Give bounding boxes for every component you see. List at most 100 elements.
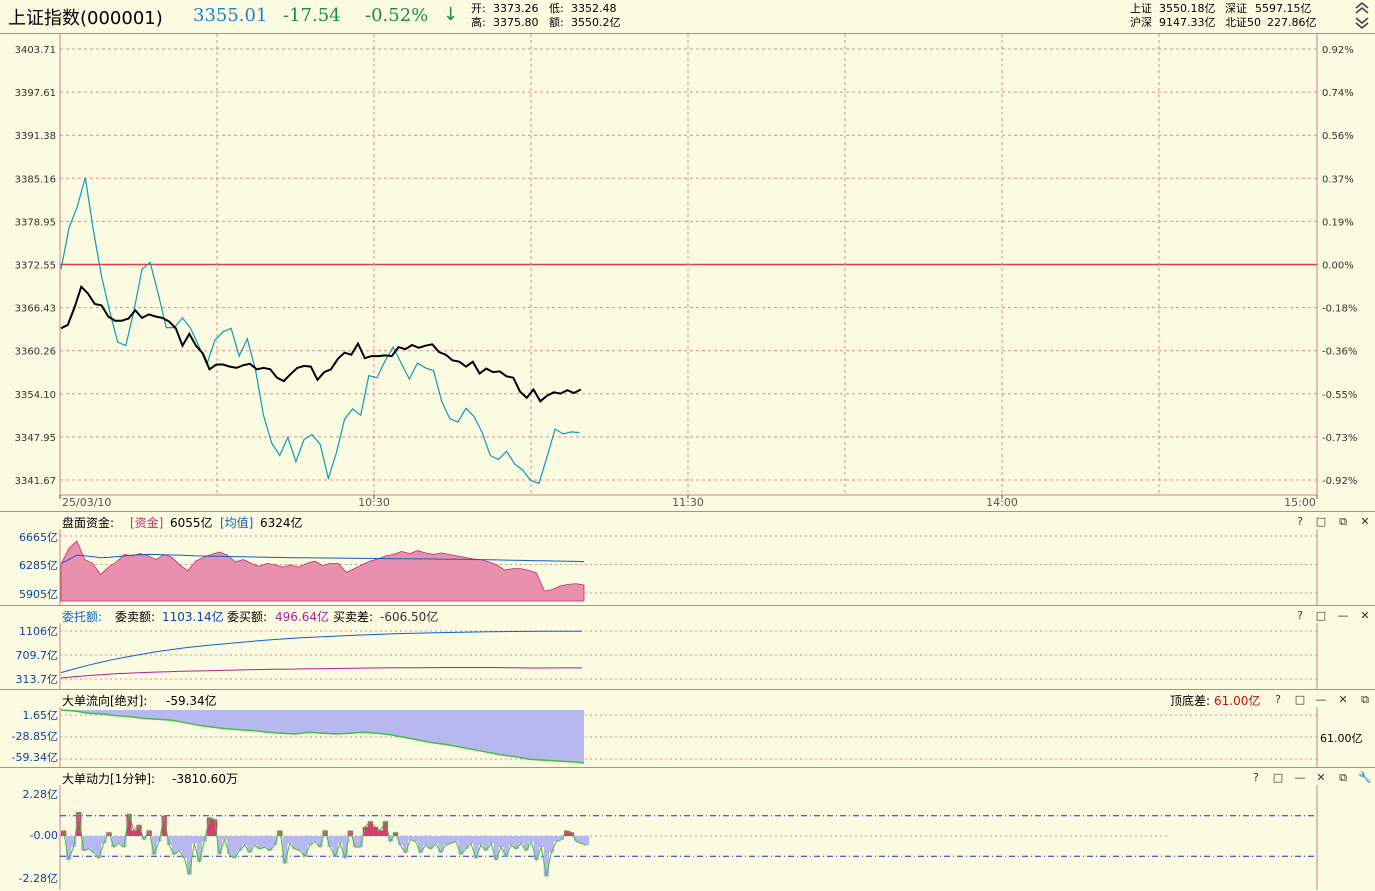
panel-bigflow-title: 大单流向[绝对]: [62, 694, 148, 708]
order-amount-chart[interactable]: 1106亿 709.7亿 313.7亿 [0, 623, 1375, 689]
right-axis-label: 61.00亿 [1320, 732, 1363, 745]
bigpower-bar-negative [418, 836, 424, 853]
bigpower-bar-negative [232, 836, 238, 859]
settings-wrench-icon[interactable]: 🔧 [1358, 771, 1372, 784]
bigpower-bar-negative [488, 836, 494, 844]
minimize-icon[interactable]: — [1315, 693, 1327, 706]
bigpower-bar-positive [131, 830, 137, 836]
average-price-line [60, 284, 582, 403]
price-change-pct: -0.52% [365, 5, 429, 26]
maximize-icon[interactable]: □ [1294, 693, 1306, 706]
bigpower-bar-negative [478, 836, 484, 846]
bigpower-bar-positive [568, 832, 575, 836]
bigpower-bar-negative [579, 836, 585, 844]
hs-value: 9147.33亿 [1159, 16, 1216, 29]
open-value: 3373.26 [493, 2, 539, 15]
bigpower-bar-negative [141, 836, 147, 840]
bigpower-bar-negative [458, 836, 464, 855]
bigpower-bar-negative [327, 836, 333, 848]
help-icon[interactable]: ? [1253, 771, 1259, 784]
bigpower-bar-negative [468, 836, 474, 844]
bigpower-tick-label: 2.28亿 [23, 788, 59, 801]
bigpower-bar-negative [397, 836, 404, 846]
panel-bigpower-title: 大单动力[1分钟]: [62, 772, 156, 786]
bigpower-bar-negative [548, 836, 555, 853]
maximize-icon[interactable]: □ [1315, 609, 1327, 622]
order-tick-label: 1106亿 [19, 625, 58, 638]
time-label: 14:00 [986, 496, 1018, 509]
panel-capital: 盘面资金: [资金] 6055亿 [均值] 6324亿 ? □ ⧉ ✕ [0, 511, 1375, 606]
bigpower-bar-negative [538, 836, 544, 848]
time-label: 11:30 [672, 496, 704, 509]
order-tick-label: 709.7亿 [16, 649, 59, 662]
bigpower-bar-negative [558, 836, 565, 840]
bigpower-bar-negative [483, 836, 489, 851]
bigpower-bar-negative [221, 836, 228, 840]
pct-tick-label: 0.00% [1322, 261, 1354, 272]
restore-icon[interactable]: ⧉ [1339, 771, 1347, 784]
panel-orders: 委托额: 委卖额: 1103.14亿 委买额: 496.64亿 买卖差: -60… [0, 605, 1375, 690]
bigpower-bar-negative [493, 836, 499, 860]
bigpower-bar-negative [342, 836, 348, 859]
close-icon[interactable]: ✕ [1360, 515, 1370, 528]
restore-icon[interactable]: ⧉ [1339, 515, 1347, 528]
bigpower-bar-positive [136, 824, 142, 836]
bigpower-bar-negative [66, 836, 72, 860]
panel-bigflow: 大单流向[绝对]: -59.34亿 顶底差: 61.00亿 ? □ — ✕ ⧉ … [0, 689, 1375, 768]
bigpower-bar-positive [563, 830, 570, 836]
bigpower-bar-negative [111, 836, 117, 848]
help-icon[interactable]: ? [1297, 609, 1303, 622]
capital-series-value: 6055亿 [170, 516, 213, 530]
help-icon[interactable]: ? [1297, 515, 1303, 528]
bigpower-bar-negative [307, 836, 313, 846]
low-value: 3352.48 [571, 2, 617, 15]
pct-tick-label: -0.92% [1322, 476, 1357, 487]
bigpower-bar-negative [503, 836, 509, 857]
intraday-price-chart[interactable]: 3403.71 0.92% 3397.61 0.74% 3391.38 0.56% 3385… [0, 34, 1375, 512]
bigpower-bar-negative [443, 836, 449, 846]
minimize-icon[interactable]: — [1294, 771, 1306, 784]
bigflow-tick-label: -59.34亿 [12, 751, 58, 764]
help-icon[interactable]: ? [1275, 693, 1281, 706]
price-tick-label: 3366.43 [15, 304, 56, 315]
bigflow-chart[interactable]: 1.65亿 -28.85亿 -59.34亿 [0, 707, 1375, 767]
minimize-icon[interactable]: — [1337, 609, 1349, 622]
bigpower-bar-negative [176, 836, 182, 851]
panel-bigpower: 大单动力[1分钟]: -3810.60万 ? □ — ✕ ⧉ 🔧 [0, 767, 1375, 891]
pct-tick-label: -0.55% [1322, 390, 1357, 401]
scroll-down-icon[interactable] [1354, 17, 1370, 29]
amount-label: 额: [549, 16, 564, 29]
average-series-value: 6324亿 [260, 516, 303, 530]
bigpower-bar-positive [347, 830, 353, 836]
maximize-icon[interactable]: □ [1272, 771, 1284, 784]
scroll-up-icon[interactable] [1354, 2, 1370, 14]
bigpower-bar-positive [392, 832, 399, 836]
sell-order-label: 委卖额: [115, 610, 156, 624]
bigpower-bar-negative [166, 836, 172, 846]
bigpower-bar-positive [377, 830, 384, 836]
bigpower-bar-negative [71, 836, 77, 848]
bigpower-value: -3810.60万 [172, 772, 238, 786]
bigpower-bar-negative [237, 836, 243, 851]
close-icon[interactable]: ✕ [1316, 771, 1326, 784]
bigpower-bar-negative [413, 836, 419, 842]
close-icon[interactable]: ✕ [1338, 693, 1348, 706]
bigpower-bar-negative [428, 836, 434, 849]
maximize-icon[interactable]: □ [1315, 515, 1327, 528]
pct-tick-label: -0.73% [1322, 433, 1357, 444]
bigpower-bar-negative [337, 836, 343, 844]
bigpower-bar-negative [81, 836, 87, 851]
bigpower-bar-negative [101, 836, 107, 844]
bigpower-line [63, 812, 587, 877]
bigpower-bar-negative [151, 836, 157, 855]
bigpower-bar-positive [372, 826, 379, 836]
time-label: 25/03/10 [62, 496, 111, 509]
bigpower-bar-positive [322, 830, 328, 836]
down-arrow-icon: ↓ [443, 4, 459, 25]
restore-icon[interactable]: ⧉ [1361, 693, 1369, 706]
close-icon[interactable]: ✕ [1360, 609, 1370, 622]
capital-chart[interactable]: 6665亿 6285亿 5905亿 [0, 529, 1375, 605]
sell-order-value: 1103.14亿 [162, 610, 224, 624]
price-tick-label: 3354.10 [15, 390, 56, 401]
bigpower-chart[interactable]: 2.28亿 -0.00 -2.28亿 [0, 785, 1375, 890]
